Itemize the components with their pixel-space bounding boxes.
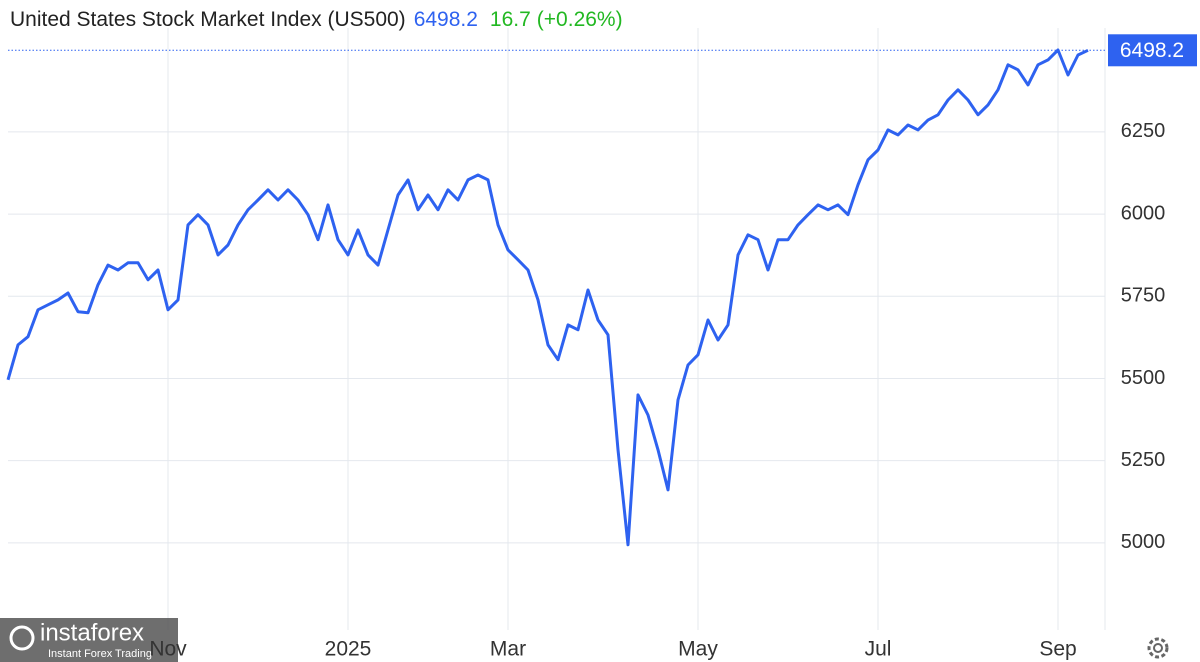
y-tick-label: 6250 bbox=[1121, 120, 1166, 142]
watermark-tagline: Instant Forex Trading bbox=[48, 648, 152, 660]
last-value: 6498.2 bbox=[414, 8, 478, 31]
x-tick-label: Jul bbox=[865, 638, 892, 661]
last-value-badge bbox=[1108, 34, 1197, 67]
gear-hub[interactable] bbox=[1153, 643, 1163, 653]
change: 16.7 bbox=[490, 8, 531, 31]
x-tick-label: Nov bbox=[149, 638, 187, 661]
plot bbox=[6, 48, 1089, 547]
chart-header: United States Stock Market Index (US500)… bbox=[10, 8, 623, 31]
x-tick-label: Sep bbox=[1039, 638, 1076, 661]
y-tick-label: 5750 bbox=[1121, 285, 1166, 307]
last-value-badge-label: 6498.2 bbox=[1120, 39, 1184, 62]
y-tick-label: 5250 bbox=[1121, 449, 1166, 471]
watermark-box bbox=[0, 618, 178, 662]
y-tick-label: 5000 bbox=[1121, 531, 1166, 553]
x-tick-label: 2025 bbox=[325, 638, 372, 661]
y-tick-label: 5500 bbox=[1121, 367, 1166, 389]
watermark-logo bbox=[9, 625, 35, 651]
y-tick-label: 6000 bbox=[1121, 202, 1166, 224]
x-tick-label: Mar bbox=[490, 638, 526, 661]
gear-teeth[interactable] bbox=[1147, 637, 1169, 659]
settings-icon[interactable] bbox=[1147, 637, 1169, 659]
grid bbox=[8, 28, 1105, 630]
chart-title: United States Stock Market Index (US500) bbox=[10, 8, 406, 31]
change-pct: (+0.26%) bbox=[537, 8, 623, 31]
watermark-brand: instaforex bbox=[40, 619, 144, 646]
x-tick-label: May bbox=[678, 638, 718, 661]
price-line bbox=[6, 48, 1089, 547]
